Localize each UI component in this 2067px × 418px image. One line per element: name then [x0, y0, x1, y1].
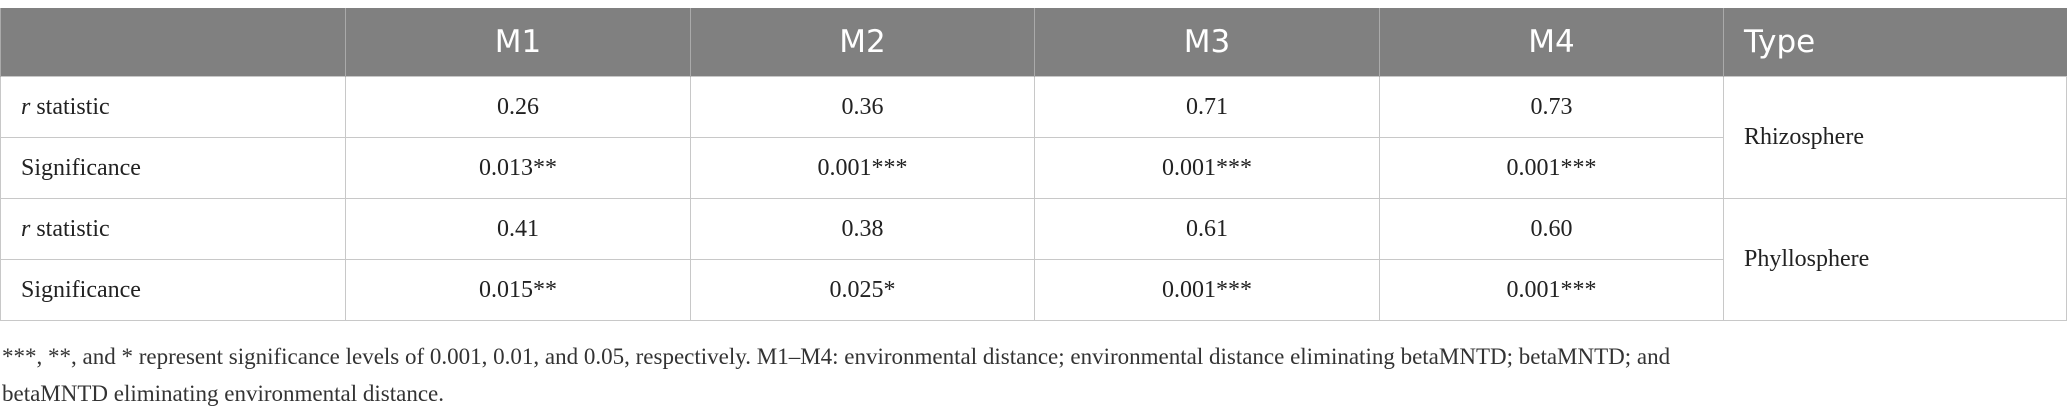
- row-label: Significance: [0, 259, 346, 321]
- label-text: statistic: [36, 215, 110, 242]
- type-header: Type: [1723, 8, 2067, 77]
- column-header: M1: [345, 8, 691, 77]
- type-cell: Phyllosphere: [1723, 198, 2067, 321]
- value-cell: 0.001***: [1034, 259, 1380, 321]
- table-row: r statistic 0.41 0.38 0.61 0.60 Phyllosphere: [0, 198, 2067, 321]
- value-cell: 0.61: [1034, 198, 1380, 260]
- value-cell: 0.41: [345, 198, 691, 260]
- value-cell: 0.26: [345, 76, 691, 138]
- row-label: r statistic: [0, 76, 346, 138]
- value-cell: 0.36: [690, 76, 1035, 138]
- column-header: M2: [690, 8, 1035, 77]
- table-body: r statistic 0.26 0.36 0.71 0.73 Rhizosphere Si…: [0, 76, 2067, 321]
- type-cell: Rhizosphere: [1723, 76, 2067, 199]
- label-text: statistic: [36, 93, 110, 120]
- table-row: r statistic 0.26 0.36 0.71 0.73 Rhizosphere: [0, 76, 2067, 199]
- value-cell: 0.71: [1034, 76, 1380, 138]
- row-label: r statistic: [0, 198, 346, 260]
- value-cell: 0.001***: [1034, 137, 1380, 199]
- value-cell: 0.60: [1379, 198, 1724, 260]
- value-cell: 0.013**: [345, 137, 691, 199]
- label-text: Significance: [21, 154, 141, 181]
- header-row: M1 M2 M3 M4 Type: [0, 8, 2067, 77]
- value-cell: 0.73: [1379, 76, 1724, 138]
- data-table: M1 M2 M3 M4 Type r statistic 0.26 0.36 0.71 0.73…: [0, 8, 2067, 321]
- value-cell: 0.38: [690, 198, 1035, 260]
- value-cell: 0.025*: [690, 259, 1035, 321]
- footnote: ***, **, and * represent significance le…: [2, 344, 1671, 406]
- column-header: M3: [1034, 8, 1380, 77]
- table-row: Significance 0.015** 0.025* 0.001*** 0.001**…: [0, 259, 2067, 321]
- row-label: Significance: [0, 137, 346, 199]
- value-cell: 0.001***: [1379, 137, 1724, 199]
- value-cell: 0.015**: [345, 259, 691, 321]
- column-header: M4: [1379, 8, 1724, 77]
- italic-symbol: r: [21, 93, 31, 120]
- italic-symbol: r: [21, 215, 31, 242]
- corner-cell: [0, 8, 346, 77]
- value-cell: 0.001***: [1379, 259, 1724, 321]
- label-text: Significance: [21, 276, 141, 303]
- value-cell: 0.001***: [690, 137, 1035, 199]
